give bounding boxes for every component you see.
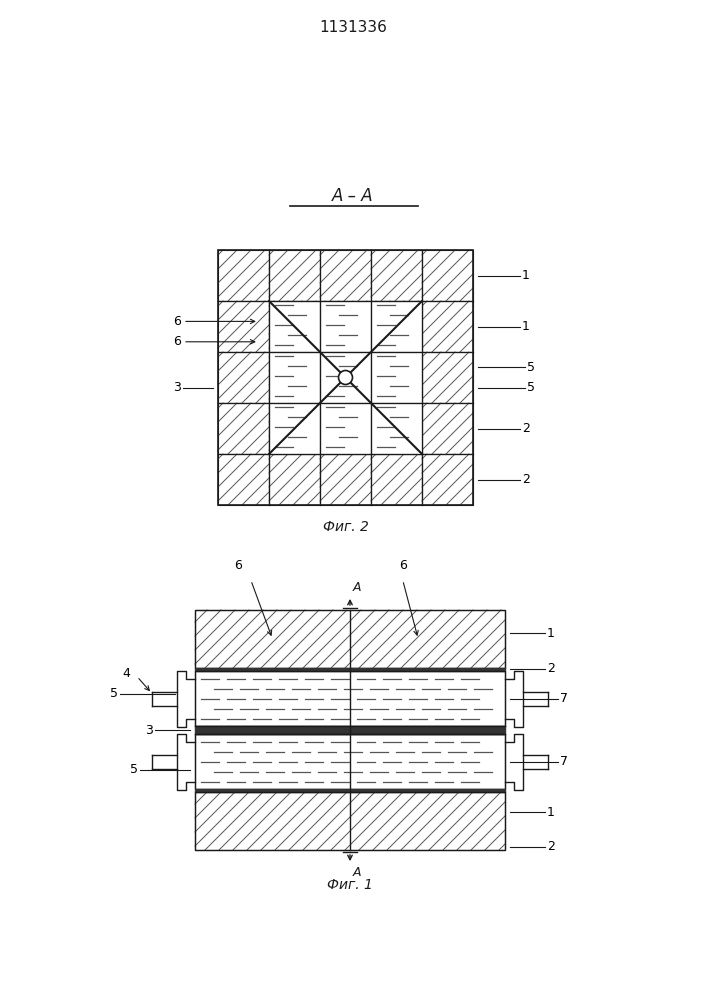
Bar	[371, 301, 422, 352]
Bar	[269, 301, 320, 352]
Bar	[269, 352, 320, 403]
Bar	[422, 250, 473, 301]
Bar	[320, 352, 371, 403]
Bar	[195, 671, 505, 726]
Bar	[218, 250, 473, 505]
Text: 5: 5	[527, 361, 535, 374]
Bar	[269, 301, 320, 352]
Bar	[371, 352, 422, 403]
Text: Фиг. 1: Фиг. 1	[327, 878, 373, 892]
Bar	[320, 301, 371, 352]
Text: 1131336: 1131336	[319, 20, 387, 35]
Bar	[195, 734, 505, 789]
Text: 2: 2	[547, 662, 555, 676]
Text: 3: 3	[173, 381, 181, 394]
Bar	[269, 352, 320, 403]
Text: 5: 5	[130, 763, 138, 776]
Bar	[269, 403, 320, 454]
Text: 6: 6	[173, 315, 181, 328]
Text: 1: 1	[522, 269, 530, 282]
Bar	[371, 454, 422, 505]
Bar	[320, 250, 371, 301]
Bar	[422, 403, 473, 454]
Bar	[320, 403, 371, 454]
Text: А: А	[353, 581, 361, 594]
Text: 5: 5	[527, 381, 535, 394]
Text: 6: 6	[399, 559, 407, 572]
Bar	[195, 610, 505, 668]
Text: Фиг. 2: Фиг. 2	[322, 520, 368, 534]
Text: А – А: А – А	[332, 187, 374, 205]
Text: 2: 2	[547, 840, 555, 854]
Bar	[320, 454, 371, 505]
Text: А: А	[353, 866, 361, 879]
Text: 1: 1	[547, 806, 555, 819]
Bar	[269, 403, 320, 454]
Bar	[218, 352, 269, 403]
Text: 3: 3	[145, 724, 153, 736]
Circle shape	[339, 370, 353, 384]
Text: 5: 5	[110, 687, 118, 700]
Bar	[195, 734, 505, 789]
Text: 6: 6	[235, 559, 243, 572]
Text: 4: 4	[122, 667, 130, 680]
Bar	[218, 301, 269, 352]
Text: 1: 1	[547, 627, 555, 640]
Text: 7: 7	[560, 755, 568, 768]
Bar	[320, 352, 371, 403]
Bar	[218, 454, 269, 505]
Bar	[218, 403, 269, 454]
Bar	[422, 301, 473, 352]
Bar	[195, 792, 505, 850]
Bar	[371, 403, 422, 454]
Bar	[371, 352, 422, 403]
Bar	[195, 671, 505, 726]
Bar	[218, 250, 269, 301]
Bar	[320, 403, 371, 454]
Bar	[422, 454, 473, 505]
Bar	[371, 403, 422, 454]
Text: 6: 6	[173, 335, 181, 348]
Text: 1: 1	[522, 320, 530, 333]
Text: 2: 2	[522, 473, 530, 486]
Bar	[371, 301, 422, 352]
Bar	[269, 454, 320, 505]
Bar	[269, 250, 320, 301]
Bar	[320, 301, 371, 352]
Text: 2: 2	[522, 422, 530, 435]
Bar	[195, 610, 505, 668]
Bar	[371, 250, 422, 301]
Bar	[195, 792, 505, 850]
Text: 7: 7	[560, 692, 568, 705]
Bar	[422, 352, 473, 403]
